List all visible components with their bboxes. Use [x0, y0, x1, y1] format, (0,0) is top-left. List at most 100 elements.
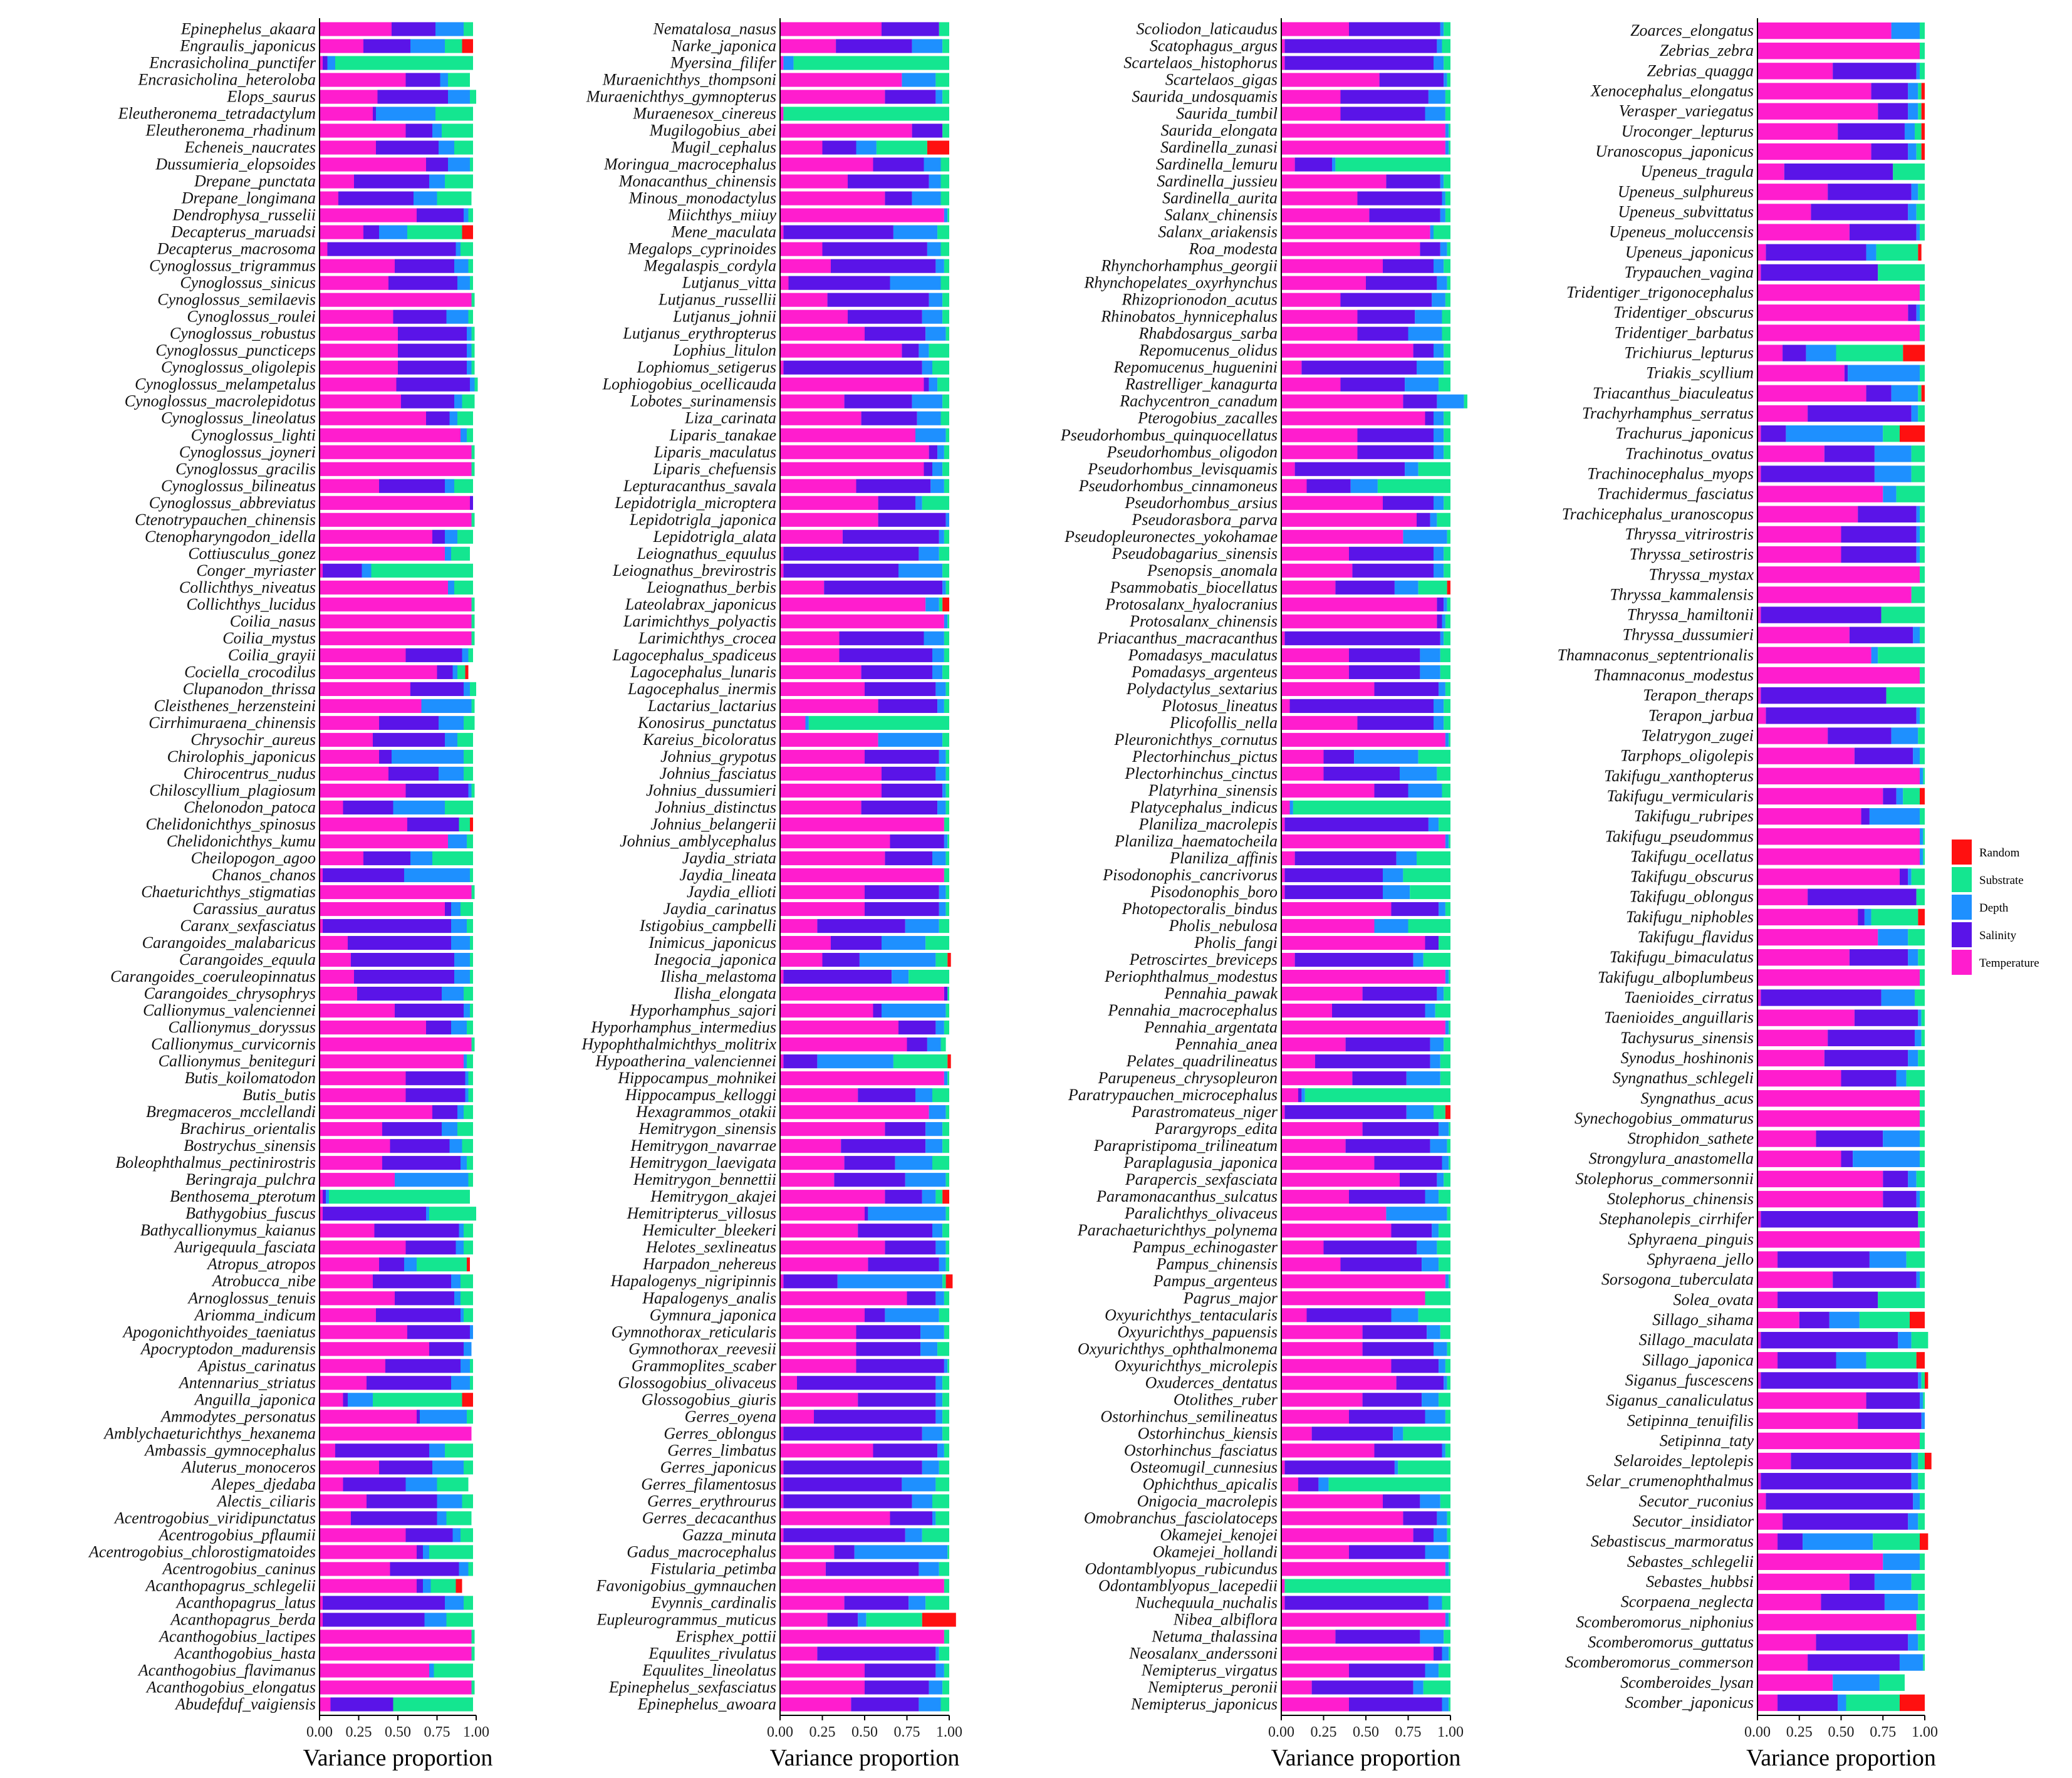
bar-segment-depth: [1914, 1029, 1922, 1046]
bar-segment-depth: [935, 1663, 944, 1678]
bar-segment-depth: [454, 969, 470, 984]
bar-segment-depth: [1425, 1663, 1439, 1678]
bar-segment-temperature: [1757, 204, 1811, 221]
species-label: Istigobius_campbelli: [639, 917, 776, 935]
bar-segment-substrate: [1444, 1173, 1450, 1187]
bar-row: [780, 191, 949, 205]
bar-segment-depth: [1896, 788, 1903, 805]
bar-row: [320, 952, 473, 967]
bar-row: [1757, 1452, 1932, 1470]
bar-segment-salinity: [1323, 1240, 1417, 1255]
species-label: Rhabdosargus_sarba: [1138, 325, 1278, 343]
bar-segment-depth: [1442, 1156, 1449, 1170]
bar-segment-salinity: [379, 479, 445, 493]
bar-row: [1757, 445, 1925, 462]
species-label: Acanthogobius_flavimanus: [137, 1661, 316, 1679]
bar-row: [1281, 56, 1450, 70]
bar-segment-random: [1921, 83, 1925, 100]
bar-segment-substrate: [1919, 626, 1925, 643]
bar-segment-substrate: [1447, 73, 1450, 87]
bar-row: [1281, 1646, 1450, 1661]
bar-segment-salinity: [1345, 1037, 1430, 1052]
bar-row: [780, 1596, 949, 1610]
bar-segment-depth: [1318, 1477, 1329, 1492]
bar-segment-substrate: [1919, 1130, 1925, 1147]
species-label: Paramonacanthus_sulcatus: [1096, 1187, 1278, 1205]
bar-segment-temperature: [1757, 244, 1766, 261]
bar-row: [1757, 1291, 1925, 1309]
bar-segment-temperature: [780, 191, 885, 205]
bar-segment-random: [1925, 1452, 1932, 1470]
bar-segment-substrate: [922, 1528, 949, 1542]
bar-segment-substrate: [1418, 462, 1450, 476]
species-label: Hemitrygon_navarrae: [630, 1136, 776, 1155]
species-label: Protosalanx_hyalocranius: [1105, 595, 1278, 613]
bar-segment-depth: [1878, 928, 1908, 946]
bar-segment-substrate: [939, 22, 949, 36]
species-label: Salanx_chinensis: [1164, 206, 1278, 224]
bar-segment-random: [1921, 123, 1925, 140]
bar-segment-salinity: [1808, 405, 1912, 422]
bar-segment-substrate: [1918, 385, 1922, 402]
bar-segment-substrate: [1444, 715, 1450, 730]
bar-row: [780, 1021, 949, 1035]
species-label: Liparis_tanakae: [669, 426, 776, 444]
bar-segment-substrate: [942, 1427, 949, 1441]
bar-segment-depth: [939, 902, 946, 917]
bar-row: [320, 1071, 473, 1086]
species-label: Decapterus_macrosoma: [157, 240, 316, 258]
species-label: Chirocentrus_nudus: [184, 764, 316, 782]
species-label: Trachicephalus_uranoscopus: [1562, 505, 1754, 523]
species-label: Gerres_japonicus: [660, 1458, 776, 1476]
species-label: Liparis_maculatus: [653, 443, 776, 461]
bar-row: [1757, 586, 1925, 603]
bar-segment-salinity: [1349, 1697, 1442, 1712]
bar-segment-salinity: [1366, 276, 1437, 290]
bar-segment-salinity: [831, 935, 882, 950]
bar-segment-temperature: [780, 1376, 797, 1390]
bar-segment-salinity: [856, 479, 931, 493]
bar-segment-depth: [1434, 56, 1444, 70]
bar-row: [320, 1410, 473, 1424]
bar-segment-salinity: [1784, 163, 1893, 180]
bar-segment-temperature: [1281, 800, 1290, 815]
bar-row: [320, 699, 475, 713]
bar-segment-salinity: [856, 1342, 921, 1356]
bar-row: [780, 1613, 956, 1627]
bar-segment-temperature: [1757, 1392, 1866, 1409]
bar-segment-temperature: [1757, 969, 1920, 986]
species-label: Cociella_crocodilus: [184, 663, 316, 681]
bar-segment-depth: [942, 783, 946, 798]
bar-segment-random: [1921, 385, 1925, 402]
bar-row: [320, 817, 473, 832]
bar-segment-depth: [465, 1088, 469, 1103]
bar-segment-depth: [944, 614, 948, 628]
bar-segment-temperature: [780, 969, 784, 984]
species-label: Trachinotus_ovatus: [1625, 444, 1754, 462]
bar-segment-temperature: [1757, 1352, 1778, 1369]
bar-segment-salinity: [822, 952, 860, 967]
bar-segment-temperature: [1757, 1049, 1825, 1067]
bar-segment-salinity: [1289, 699, 1434, 713]
bar-segment-temperature: [1281, 309, 1358, 324]
species-label: Cynoglossus_puncticeps: [155, 341, 316, 360]
species-label: Hexagrammos_otakii: [635, 1103, 776, 1121]
bar-segment-temperature: [780, 225, 784, 239]
bar-segment-salinity: [882, 783, 943, 798]
bar-segment-temperature: [320, 39, 363, 53]
bar-segment-depth: [1440, 631, 1444, 645]
species-label: Cynoglossus_oligolepis: [161, 358, 316, 377]
bar-segment-depth: [939, 529, 944, 544]
bar-segment-depth: [925, 1122, 943, 1136]
bar-segment-temperature: [1281, 1646, 1434, 1661]
bar-segment-substrate: [1437, 766, 1450, 781]
bar-segment-substrate: [945, 766, 949, 781]
bar-segment-depth: [451, 902, 461, 917]
bar-segment-salinity: [827, 1613, 858, 1627]
bar-segment-random: [1899, 425, 1925, 442]
bar-segment-temperature: [1281, 935, 1425, 950]
bar-segment-substrate: [1918, 727, 1925, 744]
bar-segment-substrate: [1916, 888, 1925, 905]
bar-segment-temperature: [1757, 1412, 1858, 1429]
